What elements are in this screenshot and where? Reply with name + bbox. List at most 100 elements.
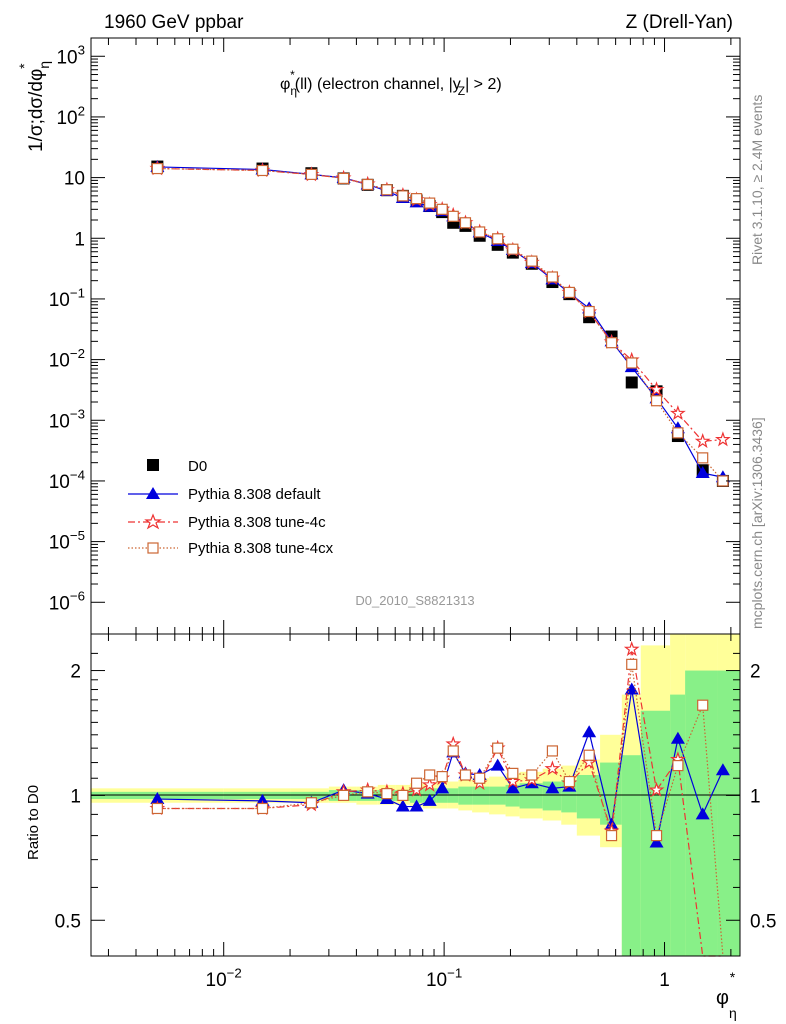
- upper-ytick-label-exp: −3: [70, 407, 85, 422]
- upper-ytick-label: 10−5: [49, 528, 85, 554]
- title-rest-b: | > 2): [465, 76, 502, 93]
- ratio-point-s2: [338, 789, 350, 802]
- xlabel-main: φ: [716, 987, 729, 1009]
- data-point-s3: [424, 197, 436, 209]
- title-sub-z: Z: [458, 84, 465, 98]
- data-point-s3: [410, 193, 423, 205]
- ratio-point-s0: [695, 807, 710, 820]
- xlabel-sup: *: [730, 969, 736, 985]
- upper-ytick-label-base: 10: [56, 108, 77, 129]
- ratio-ytick-label-right: 0.5: [750, 911, 776, 932]
- ratio-point-s0: [490, 758, 505, 771]
- ratio-band-inner: [576, 774, 601, 819]
- upper-ytick-label: 102: [56, 103, 85, 129]
- upper-ytick-label: 10−2: [49, 346, 85, 372]
- ratio-point-s0: [649, 835, 664, 848]
- ratio-ytick-label-right-base: 1: [750, 786, 761, 807]
- header-left: 1960 GeV ppbar: [104, 12, 244, 33]
- x-tick-label: 10−1: [426, 965, 462, 991]
- ratio-band-inner: [621, 755, 641, 956]
- ratio-point-s2: [563, 775, 575, 788]
- upper-title: φη *(ll) (electron channel, |yZ| > 2): [280, 68, 502, 98]
- ylabel-sup: *: [16, 63, 32, 69]
- ratio-point-s2: [256, 802, 269, 815]
- ratio-plot: 10−2 10−1 10.5 0.51 12 2 Ratio to D0 φη*: [25, 633, 776, 1021]
- ratio-point-s2: [474, 772, 486, 784]
- x-tick-label-exp: −2: [227, 965, 242, 980]
- ratio-point-s0: [505, 781, 520, 794]
- ratio-point-s0: [150, 792, 165, 805]
- upper-ytick-label: 10−4: [49, 467, 85, 493]
- ratio-point-s2: [151, 802, 163, 815]
- upper-ytick-label-exp: −1: [70, 285, 85, 300]
- data-point-s3: [563, 286, 575, 299]
- ratio-point-s0: [395, 799, 410, 812]
- title-phi: φ: [280, 76, 290, 93]
- x-tick-label-base: 10: [426, 970, 447, 991]
- data-point-s3: [436, 203, 448, 215]
- ratio-point-s2: [492, 742, 504, 754]
- x-tick-label: 1: [659, 970, 670, 991]
- ratio-ytick-label-right: 2: [750, 662, 761, 683]
- upper-ytick-label-exp: 2: [78, 103, 85, 118]
- legend-marker-tune4c: [144, 513, 162, 530]
- ratio-ytick-label-right-base: 0.5: [750, 911, 776, 932]
- legend: D0 Pythia 8.308 default Pythia 8.308 tun…: [128, 458, 334, 557]
- upper-ytick-label-exp: 3: [78, 43, 85, 58]
- data-point-s3: [650, 395, 663, 407]
- ratio-ytick-label-base: 2: [70, 662, 81, 683]
- ratio-point-s2: [397, 789, 409, 802]
- data-point-s3: [605, 337, 618, 349]
- title-star: *: [290, 68, 295, 82]
- ratio-ytick-label: 0.5: [55, 911, 81, 932]
- upper-ytick-label-base: 10: [49, 290, 70, 311]
- upper-ytick-label-base: 1: [74, 229, 85, 250]
- data-point-s2: [694, 432, 711, 449]
- legend-label-tune4cx: Pythia 8.308 tune-4cx: [188, 540, 334, 557]
- ratio-band-inner: [717, 670, 740, 956]
- upper-ytick-label-exp: −4: [70, 467, 85, 482]
- ratio-point-s2: [507, 767, 519, 779]
- ratio-point-s1: [504, 773, 521, 789]
- ratio-ytick-label: 2: [70, 662, 81, 683]
- ratio-point-s2: [697, 699, 709, 711]
- xlabel-sub: η: [729, 1005, 737, 1021]
- upper-ytick-label-base: 10: [49, 411, 70, 432]
- ratio-point-s2: [436, 771, 448, 783]
- data-point-s3: [362, 178, 374, 191]
- ratio-ytick-label-right: 1: [750, 786, 761, 807]
- legend-marker-default: [146, 487, 160, 499]
- data-point-s3: [151, 162, 163, 175]
- ylabel-main: 1/σ;dσ/dφ: [26, 69, 47, 152]
- ratio-point-s2: [605, 829, 618, 842]
- upper-ytick-label-base: 10: [49, 593, 70, 614]
- ylabel-sub: η: [36, 61, 52, 69]
- upper-ytick-label: 10−6: [49, 589, 85, 615]
- data-point-s3: [381, 184, 393, 196]
- data-point-s3: [507, 243, 519, 255]
- rivet-label: Rivet 3.1.10, ≥ 2.4M events: [749, 95, 765, 265]
- data-point-s3: [459, 217, 472, 229]
- ratio-ylabel: Ratio to D0: [25, 785, 42, 860]
- data-point-s2: [669, 405, 686, 421]
- ratio-band-inner: [472, 786, 490, 805]
- upper-ytick-label-exp: −5: [70, 528, 85, 543]
- data-point-s3: [526, 255, 538, 267]
- ratio-point-s1: [648, 781, 665, 797]
- upper-ytick-label-exp: −6: [70, 589, 85, 604]
- ratio-point-s0: [715, 763, 730, 776]
- ratio-band-inner: [436, 788, 448, 803]
- legend-label-d0: D0: [188, 458, 207, 475]
- ratio-band-inner: [519, 783, 543, 809]
- data-point-s3: [474, 226, 486, 238]
- data-point-s2: [648, 381, 665, 397]
- data-point-s3: [583, 305, 595, 318]
- data-point-s3: [697, 452, 709, 464]
- x-tick-label-base: 1: [659, 970, 670, 991]
- upper-ytick-label: 10: [64, 169, 85, 190]
- ratio-point-s2: [410, 777, 423, 789]
- legend-marker-tune4cx: [147, 542, 159, 554]
- upper-ytick-label-base: 10: [49, 533, 70, 554]
- header-right: Z (Drell-Yan): [626, 12, 733, 33]
